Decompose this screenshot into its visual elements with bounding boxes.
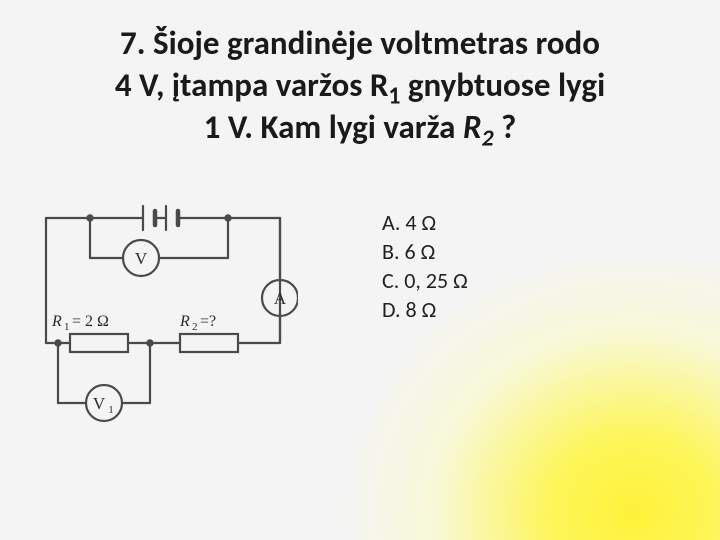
answer-list: A. 4 Ω B. 6 Ω C. 0, 25 Ω D. 8 Ω [382,208,468,324]
r2-label-val: =? [200,313,216,330]
voltmeter-v1-label: V [93,394,106,413]
title-line3b: ? [494,107,517,147]
title-line3-ital: R [463,107,482,147]
r2-label-r: R [179,313,190,330]
title-line2b: gnybtuose lygi [400,65,605,105]
slide: 7. Šioje grandinėje voltmetras rodo 4 V,… [0,0,720,540]
question-title: 7. Šioje grandinėje voltmetras rodo 4 V,… [0,22,720,149]
circuit-svg: V A V 1 R 1 = 2 Ω R 2 =? [28,198,298,430]
r1-label-r: R [51,313,62,330]
voltmeter-v-label: V [135,249,148,268]
voltmeter-v1-sub: 1 [108,404,114,416]
title-line3a: 1 V. Kam lygi varža [204,107,463,147]
answer-c: C. 0, 25 Ω [382,266,468,295]
title-line1: 7. Šioje grandinėje voltmetras rodo [120,23,600,63]
title-line3-sub: 2 [482,124,494,153]
title-line2a: 4 V, įtampa varžos R [115,65,389,105]
answer-a: A. 4 Ω [382,208,468,237]
r2-label-sub: 2 [192,321,198,333]
answer-d: D. 8 Ω [382,295,468,324]
ammeter-a-label: A [274,289,287,308]
answer-b: B. 6 Ω [382,237,468,266]
circuit-diagram: V A V 1 R 1 = 2 Ω R 2 =? [28,198,298,430]
r1-label-val: = 2 Ω [72,313,109,330]
r1-label-sub: 1 [64,321,70,333]
